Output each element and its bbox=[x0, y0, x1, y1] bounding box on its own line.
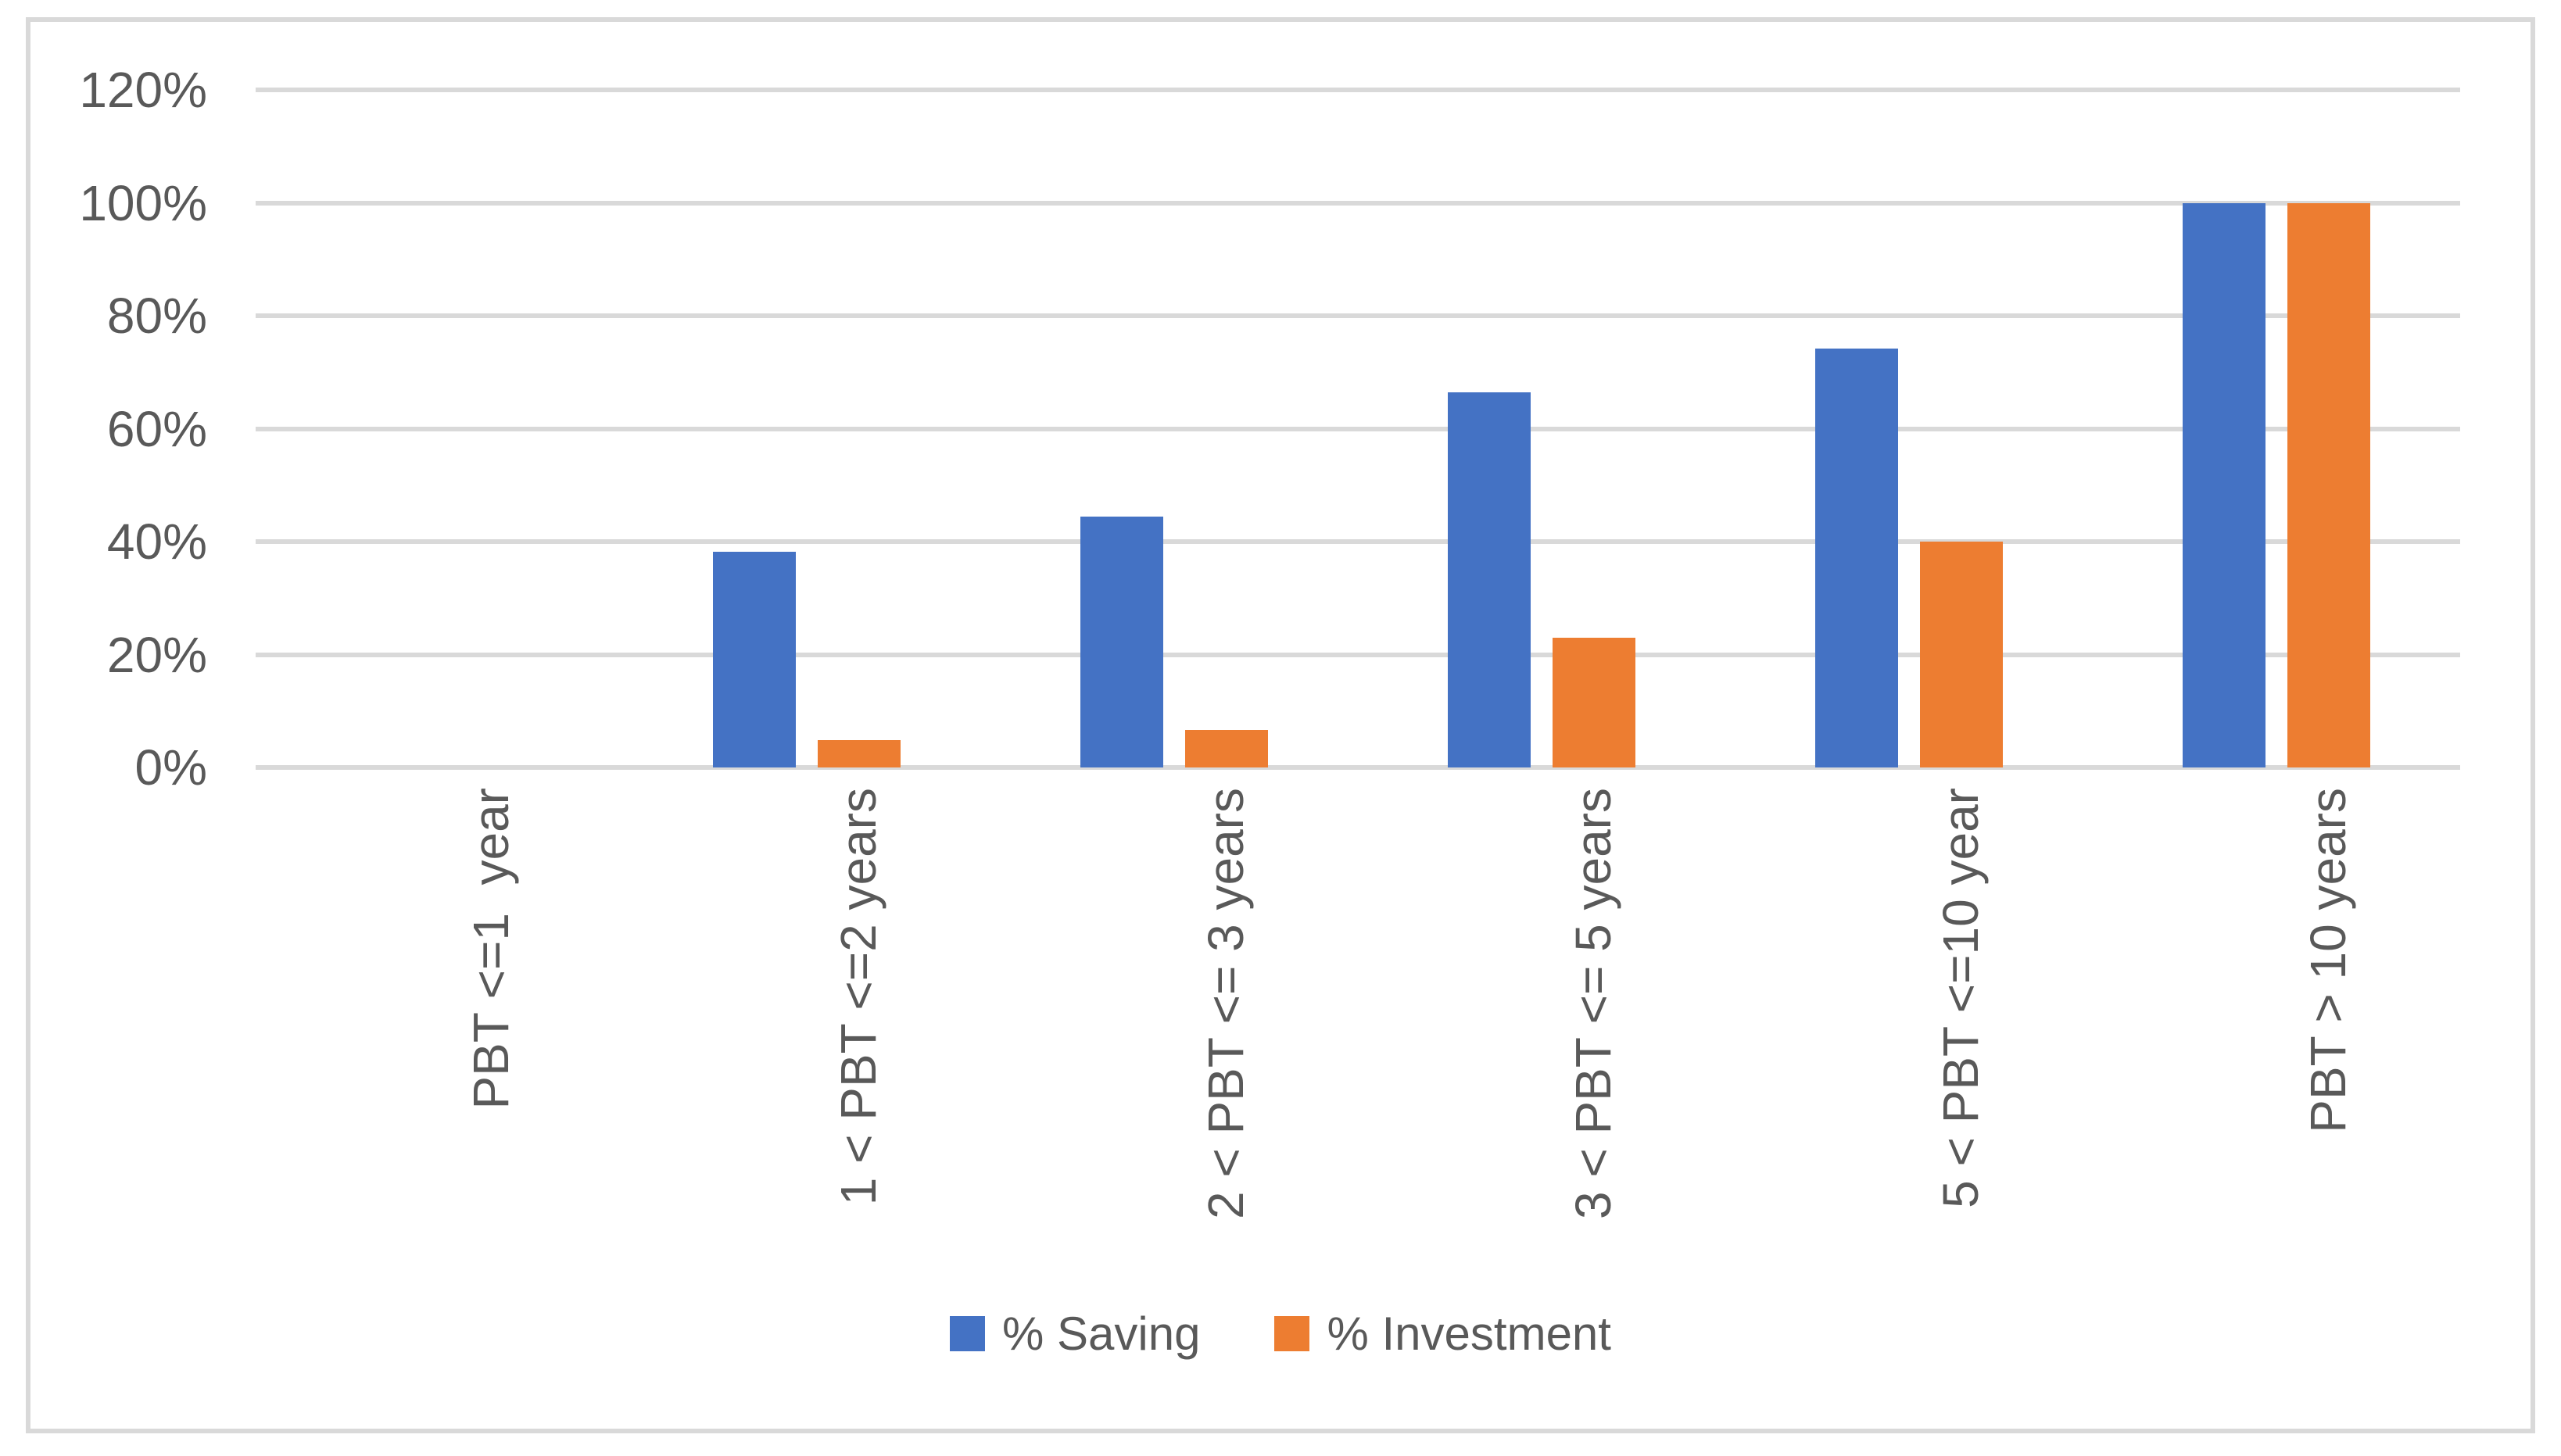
legend-label: % Saving bbox=[1002, 1308, 1201, 1360]
legend-item-saving: % Saving bbox=[950, 1307, 1200, 1361]
x-category-label: 3 < PBT <= 5 years bbox=[1565, 788, 1621, 1220]
legend-swatch-icon bbox=[950, 1316, 985, 1351]
gridline-20 bbox=[256, 652, 2460, 657]
legend-swatch-icon bbox=[1274, 1316, 1310, 1351]
legend-item-investment: % Investment bbox=[1274, 1307, 1611, 1361]
legend-label: % Investment bbox=[1327, 1308, 1611, 1360]
bar-investment-4 bbox=[1920, 542, 2003, 767]
bar-investment-1 bbox=[818, 739, 901, 767]
gridline-100 bbox=[256, 200, 2460, 206]
y-tick-label: 100% bbox=[79, 174, 207, 231]
x-category-label: 5 < PBT <=10 year bbox=[1932, 788, 1989, 1208]
y-tick-label: 60% bbox=[106, 400, 207, 457]
y-tick-label: 0% bbox=[134, 739, 208, 796]
x-category-label: 2 < PBT <= 3 years bbox=[1198, 788, 1254, 1220]
bar-saving-4 bbox=[1815, 348, 1898, 767]
bar-saving-3 bbox=[1448, 392, 1531, 767]
bar-investment-2 bbox=[1185, 729, 1268, 767]
gridline-0 bbox=[256, 765, 2460, 770]
bar-investment-3 bbox=[1553, 637, 1635, 767]
bar-saving-5 bbox=[2183, 202, 2266, 767]
gridline-120 bbox=[256, 88, 2460, 92]
y-tick-label: 80% bbox=[106, 288, 207, 344]
gridline-80 bbox=[256, 313, 2460, 318]
bar-investment-5 bbox=[2287, 202, 2370, 767]
gridline-60 bbox=[256, 426, 2460, 431]
chart-frame bbox=[26, 17, 2535, 1433]
y-tick-label: 20% bbox=[106, 626, 207, 683]
x-category-label: 1 < PBT <=2 years bbox=[830, 788, 886, 1206]
y-tick-label: 40% bbox=[106, 513, 207, 570]
gridline-40 bbox=[256, 539, 2460, 544]
y-tick-label: 120% bbox=[79, 62, 207, 118]
bar-saving-1 bbox=[713, 552, 796, 767]
legend: % Saving % Investment bbox=[0, 1307, 2561, 1361]
x-category-label: PBT > 10 years bbox=[2300, 788, 2356, 1133]
x-category-label: PBT <=1 year bbox=[463, 788, 519, 1110]
bar-saving-2 bbox=[1080, 517, 1163, 767]
